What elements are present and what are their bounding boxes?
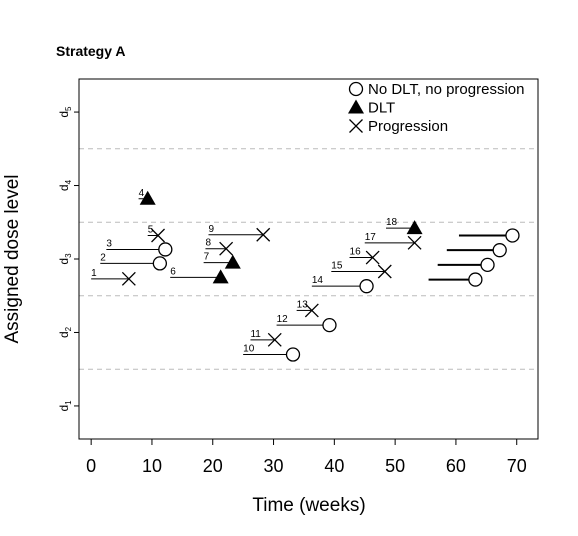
x-tick-label-6: 60 — [446, 456, 466, 476]
patient-marker-7 — [225, 255, 241, 269]
patient-label-15: 15 — [331, 260, 343, 271]
x-tick-label-5: 50 — [385, 456, 405, 476]
x-tick-label-3: 30 — [264, 456, 284, 476]
patient-label-8: 8 — [205, 238, 211, 249]
patient-marker-10 — [286, 348, 299, 361]
patient-marker-12 — [323, 319, 336, 332]
y-axis-label: Assigned dose level — [2, 175, 23, 344]
y-tick-label-d5: d5 — [57, 106, 73, 118]
patient-marker-ongoing-19 — [481, 258, 494, 271]
x-tick-label-0: 0 — [86, 456, 96, 476]
patient-marker-2 — [153, 257, 166, 270]
grid-lines — [79, 149, 538, 369]
patient-marker-6 — [213, 269, 229, 283]
patient-label-11: 11 — [250, 329, 261, 340]
y-tick-label-d4: d4 — [57, 179, 73, 191]
patient-label-9: 9 — [208, 224, 214, 235]
legend-symbol-circle — [350, 83, 363, 96]
patient-label-10: 10 — [243, 344, 255, 355]
plot-frame — [79, 79, 538, 439]
y-axis: d1 d2 d3 d4 d5 — [57, 106, 79, 412]
legend-label-cross: Progression — [368, 118, 448, 135]
patient-marker-ongoing-18 — [469, 273, 482, 286]
patient-label-17: 17 — [365, 232, 377, 243]
patient-marker-18 — [407, 220, 423, 234]
x-tick-label-2: 20 — [203, 456, 223, 476]
y-tick-label-d2: d2 — [57, 326, 73, 338]
patient-label-4: 4 — [139, 188, 145, 199]
patient-label-5: 5 — [148, 224, 154, 235]
patient-label-3: 3 — [106, 238, 112, 249]
patient-marker-ongoing-20 — [493, 244, 506, 257]
patient-marker-14 — [360, 280, 373, 293]
legend-label-circle: No DLT, no progression — [368, 81, 524, 98]
patient-label-14: 14 — [312, 275, 324, 286]
patient-label-16: 16 — [350, 247, 362, 258]
x-tick-label-1: 10 — [142, 456, 162, 476]
patient-marker-3 — [159, 243, 172, 256]
legend-label-triangle: DLT — [368, 100, 395, 117]
patient-label-1: 1 — [91, 268, 97, 279]
patient-label-18: 18 — [386, 217, 398, 228]
x-tick-label-7: 70 — [507, 456, 527, 476]
patient-label-13: 13 — [297, 299, 309, 310]
chart-title: Strategy A — [56, 43, 126, 59]
x-axis-label: Time (weeks) — [252, 495, 365, 516]
patient-label-6: 6 — [170, 266, 176, 277]
patient-label-7: 7 — [204, 252, 210, 263]
patient-marker-ongoing-21 — [506, 229, 519, 242]
y-tick-label-d3: d3 — [57, 253, 73, 265]
x-axis: 0 10 20 30 40 50 60 70 — [86, 439, 527, 476]
patient-label-2: 2 — [100, 252, 106, 263]
legend-symbol-triangle — [348, 100, 364, 114]
patient-label-12: 12 — [277, 314, 289, 325]
legend-symbol-cross — [350, 120, 363, 133]
y-tick-label-d1: d1 — [57, 400, 73, 412]
x-tick-label-4: 40 — [324, 456, 344, 476]
patient-marks — [91, 191, 519, 361]
